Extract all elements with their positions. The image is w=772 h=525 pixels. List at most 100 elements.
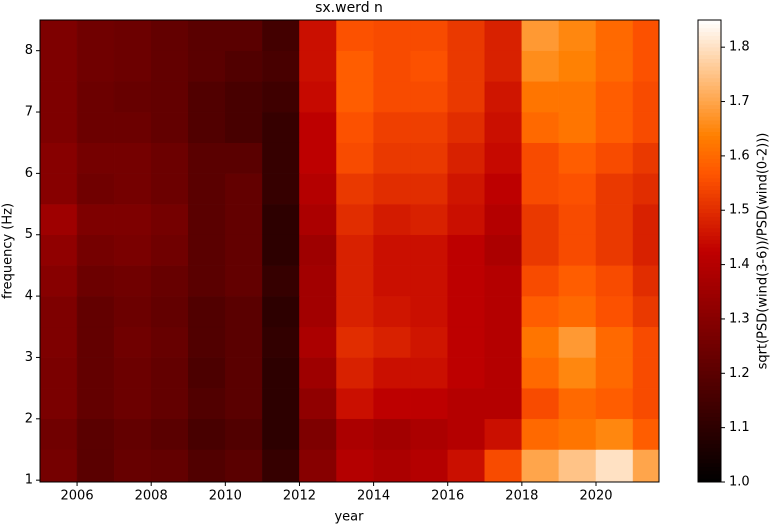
heatmap-cell: [188, 111, 226, 143]
colorbar-tick-label: 1.3: [729, 311, 750, 326]
heatmap-cell: [558, 19, 597, 51]
heatmap-cell: [299, 50, 337, 82]
heatmap-cell: [558, 234, 597, 266]
heatmap-cell: [225, 387, 263, 420]
colorbar-swatch: [698, 281, 721, 287]
heatmap-cell: [632, 142, 660, 174]
colorbar-swatch: [698, 366, 721, 371]
heatmap-cell: [188, 173, 226, 205]
heatmap-cell: [447, 203, 486, 235]
colorbar-swatch: [698, 251, 721, 256]
heatmap-cell: [595, 142, 634, 174]
colorbar-swatch: [698, 235, 721, 240]
colorbar-swatch: [698, 147, 721, 152]
heatmap-cell: [225, 295, 263, 328]
colorbar-swatch: [698, 289, 721, 294]
heatmap-cell: [150, 265, 189, 297]
colorbar-swatch: [698, 254, 721, 260]
colorbar-swatch: [698, 54, 721, 59]
heatmap-cell: [632, 418, 660, 450]
heatmap-cell: [373, 387, 411, 420]
heatmap-cell: [632, 234, 660, 266]
colorbar-swatch: [698, 462, 721, 468]
colorbar-swatch: [698, 408, 721, 414]
heatmap-cell: [558, 142, 597, 174]
y-tick-label: 8: [25, 43, 33, 58]
heatmap-cell: [558, 357, 597, 389]
heatmap-cell: [521, 81, 560, 113]
colorbar-swatch: [698, 174, 721, 179]
heatmap-cell: [373, 357, 411, 389]
heatmap-cell: [632, 326, 660, 358]
heatmap-cell: [76, 81, 115, 113]
heatmap: [39, 19, 660, 483]
colorbar-tick-label: 1.0: [729, 475, 750, 490]
heatmap-cell: [225, 19, 263, 51]
heatmap-cell: [150, 203, 189, 235]
heatmap-cell: [558, 81, 597, 113]
heatmap-cell: [484, 173, 523, 205]
heatmap-cell: [447, 295, 486, 328]
colorbar-swatch: [698, 89, 721, 94]
heatmap-cell: [410, 326, 448, 358]
colorbar-swatch: [698, 231, 721, 237]
colorbar-swatch: [698, 243, 721, 248]
heatmap-cell: [262, 19, 300, 51]
heatmap-cell: [150, 111, 189, 143]
heatmap-cell: [558, 203, 597, 235]
colorbar-label: sqrt(PSD(wind(3-6))/PSD(wind(0-2))): [756, 133, 771, 370]
heatmap-cell: [150, 81, 189, 113]
heatmap-cell: [373, 418, 411, 450]
heatmap-cell: [76, 173, 115, 205]
colorbar-swatch: [698, 370, 721, 375]
heatmap-cell: [262, 50, 300, 82]
heatmap-cell: [447, 111, 486, 143]
heatmap-cell: [299, 357, 337, 389]
heatmap-cell: [299, 387, 337, 420]
heatmap-cell: [113, 357, 152, 389]
colorbar-swatch: [698, 416, 721, 421]
colorbar-swatch: [698, 470, 721, 475]
heatmap-cell: [299, 418, 337, 450]
heatmap-cell: [225, 173, 263, 205]
heatmap-cell: [595, 19, 634, 51]
plot-frame: [39, 19, 660, 483]
colorbar-swatch: [698, 208, 721, 213]
heatmap-cell: [336, 357, 374, 389]
y-tick-label: 3: [25, 350, 33, 365]
heatmap-cell: [113, 173, 152, 205]
colorbar-swatch: [698, 158, 721, 163]
heatmap-cell: [447, 234, 486, 266]
heatmap-cell: [39, 326, 78, 358]
heatmap-cell: [336, 265, 374, 297]
heatmap-cell: [188, 357, 226, 389]
heatmap-cell: [76, 19, 115, 51]
colorbar-swatch: [698, 347, 721, 352]
heatmap-cell: [336, 50, 374, 82]
colorbar-swatch: [698, 335, 721, 341]
heatmap-cell: [521, 357, 560, 389]
heatmap-cell: [262, 449, 300, 483]
heatmap-cell: [150, 418, 189, 450]
heatmap-cell: [595, 449, 634, 483]
heatmap-cell: [558, 449, 597, 483]
chart-title: sx.werd n: [315, 0, 383, 16]
colorbar-swatch: [698, 455, 721, 460]
heatmap-cell: [521, 295, 560, 328]
colorbar-swatch: [698, 304, 721, 310]
heatmap-cell: [558, 265, 597, 297]
heatmap-cell: [39, 449, 78, 483]
heatmap-cell: [632, 19, 660, 51]
heatmap-cell: [76, 234, 115, 266]
colorbar-swatch: [698, 285, 721, 290]
heatmap-cell: [225, 326, 263, 358]
colorbar-swatch: [698, 293, 721, 298]
colorbar-swatch: [698, 466, 721, 471]
heatmap-cell: [373, 173, 411, 205]
colorbar-swatch: [698, 435, 721, 441]
colorbar-swatch: [698, 389, 721, 394]
colorbar-swatch: [698, 478, 721, 483]
heatmap-cell: [39, 50, 78, 82]
colorbar-swatch: [698, 312, 721, 317]
